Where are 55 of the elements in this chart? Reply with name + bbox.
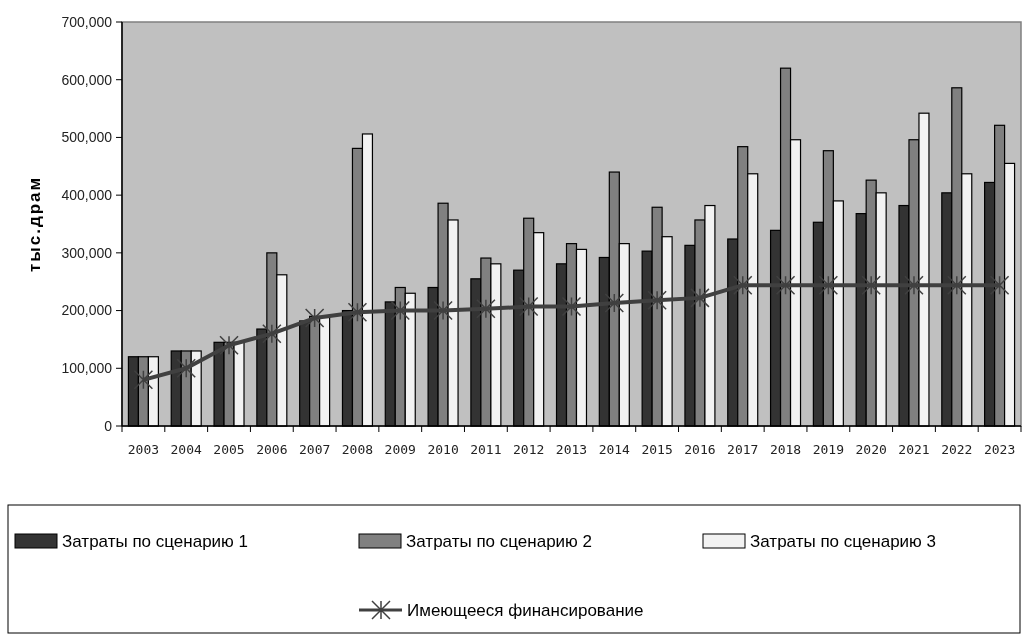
- x-tick-label: 2015: [641, 442, 673, 457]
- x-tick-label: 2009: [384, 442, 416, 457]
- point: [904, 275, 924, 295]
- y-tick-label: 500,000: [61, 129, 113, 146]
- x-tick-label: 2008: [341, 442, 374, 457]
- y-axis-title: тыс.драм: [25, 175, 44, 273]
- point: [861, 275, 881, 295]
- x-tick-label: 2022: [941, 442, 973, 457]
- point: [433, 300, 453, 321]
- x-tick-label: 2014: [598, 442, 631, 457]
- point: [390, 300, 411, 321]
- legend-label: Затраты по сценарию 2: [406, 531, 593, 551]
- point: [476, 299, 496, 319]
- x-tick-label: 2017: [727, 442, 759, 457]
- point: [775, 275, 796, 295]
- legend-label: Имеющееся финансирование: [407, 600, 644, 620]
- x-tick-label: 2016: [684, 442, 716, 457]
- point: [647, 290, 667, 310]
- point: [818, 275, 839, 295]
- legend-label: Затраты по сценарию 1: [62, 531, 249, 551]
- x-tick-label: 2007: [298, 442, 331, 457]
- point: [690, 288, 710, 308]
- point: [989, 275, 1010, 295]
- point: [947, 275, 967, 295]
- point: [518, 296, 539, 317]
- x-tick-label: 2019: [812, 442, 845, 457]
- point: [219, 335, 239, 355]
- x-tick-label: 2011: [470, 442, 502, 457]
- point: [176, 358, 196, 379]
- y-tick-label: 400,000: [61, 187, 113, 204]
- x-tick-label: 2021: [898, 442, 930, 457]
- x-tick-label: 2012: [513, 442, 545, 457]
- x-tick-label: 2018: [769, 442, 802, 457]
- point: [347, 302, 368, 323]
- legend-label: Затраты по сценарию 3: [750, 531, 937, 551]
- x-tick-label: 2023: [983, 442, 1016, 457]
- point: [304, 308, 325, 328]
- point: [133, 370, 154, 390]
- x-tick-label: 2005: [213, 442, 245, 457]
- y-tick-label: 300,000: [61, 244, 113, 261]
- x-tick-label: 2004: [170, 442, 203, 457]
- point: [732, 275, 753, 295]
- x-tick-label: 2010: [427, 442, 459, 457]
- y-tick-label: 600,000: [61, 71, 113, 88]
- y-tick-label: 0: [104, 417, 113, 434]
- point: [604, 293, 625, 313]
- point: [262, 323, 282, 344]
- y-tick-label: 700,000: [61, 13, 113, 30]
- x-tick-label: 2003: [127, 442, 160, 457]
- point: [561, 296, 582, 317]
- y-tick-label: 200,000: [61, 302, 113, 319]
- x-tick-label: 2006: [256, 442, 288, 457]
- x-tick-label: 2020: [855, 442, 887, 457]
- x-tick-label: 2013: [555, 442, 588, 457]
- y-tick-label: 100,000: [61, 360, 113, 377]
